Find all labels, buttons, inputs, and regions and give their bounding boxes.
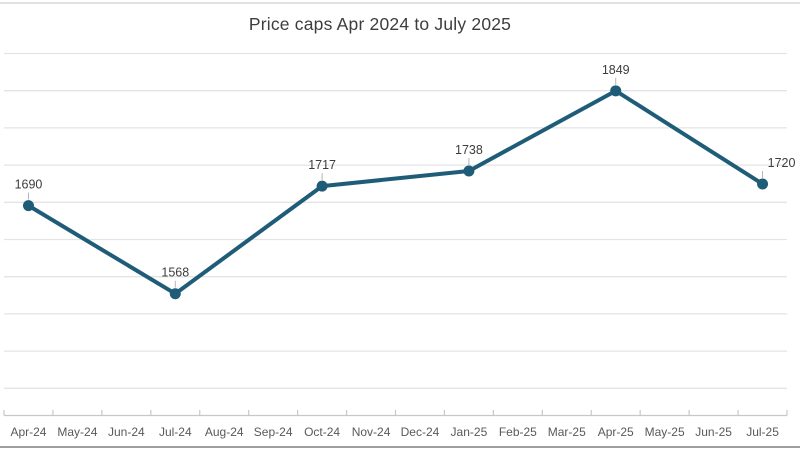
data-point [463,165,475,177]
x-axis-label: Jun-24 [108,425,145,439]
x-axis-label: Dec-24 [401,425,440,439]
x-axis-label: Nov-24 [352,425,391,439]
data-point [169,288,181,300]
data-label: 1717 [308,158,336,172]
data-label: 1690 [15,178,43,192]
data-point [22,200,34,212]
x-axis-label: Oct-24 [304,425,340,439]
x-axis-label: Sep-24 [254,425,293,439]
data-point [316,180,328,192]
data-label: 1720 [768,156,796,170]
x-axis-label: Jul-24 [159,425,192,439]
bottom-divider [0,446,800,448]
x-axis-label: Jul-25 [746,425,779,439]
x-axis-label: Mar-25 [548,425,586,439]
x-axis-label: Jan-25 [451,425,488,439]
x-axis-label: Aug-24 [205,425,244,439]
data-label: 1568 [161,266,189,280]
data-point [757,178,769,190]
chart-title: Price caps Apr 2024 to July 2025 [248,14,512,34]
top-divider [0,2,800,4]
x-axis-label: May-25 [645,425,685,439]
series-line [26,88,765,296]
x-axis-label: Feb-25 [499,425,537,439]
x-axis-label: Apr-24 [10,425,46,439]
data-label: 1738 [455,143,483,157]
data-label: 1849 [602,63,630,77]
data-point [610,85,622,97]
x-axis-label: May-24 [57,425,97,439]
x-axis-label: Jun-25 [695,425,732,439]
x-axis-label: Apr-25 [598,425,634,439]
